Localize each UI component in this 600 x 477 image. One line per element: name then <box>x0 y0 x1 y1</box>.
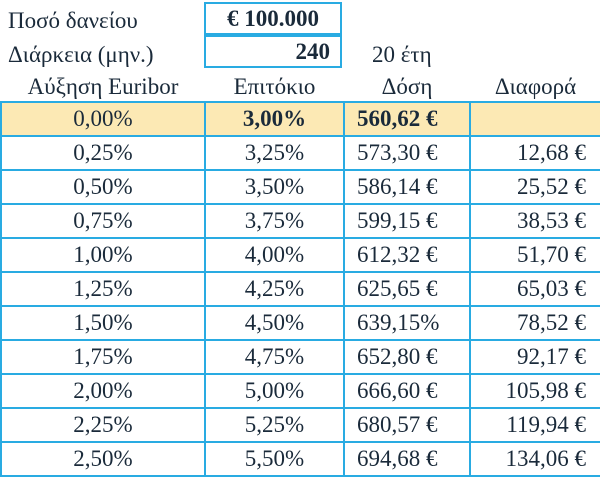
loan-duration-value: 240 <box>295 38 331 64</box>
cell-installment[interactable]: 560,62 € <box>343 101 471 137</box>
cell-installment[interactable]: 652,80 € <box>343 339 471 375</box>
cell-rate[interactable]: 3,50% <box>204 169 345 205</box>
table-row: 2,00% 5,00% 666,60 €105,98 € <box>0 373 600 409</box>
cell-euribor[interactable]: 1,75% <box>0 339 206 375</box>
cell-rate[interactable]: 3,25% <box>204 135 345 171</box>
cell-rate[interactable]: 5,50% <box>204 441 345 477</box>
cell-difference[interactable]: 38,53 € <box>469 203 600 239</box>
cell-difference[interactable]: 134,06 € <box>469 441 600 477</box>
cell-rate[interactable]: 5,00% <box>204 373 345 409</box>
cell-difference[interactable]: 25,52 € <box>469 169 600 205</box>
table-row: 0,50% 3,50% 586,14 €25,52 € <box>0 169 600 205</box>
cell-installment[interactable]: 666,60 € <box>343 373 471 409</box>
cell-installment[interactable]: 625,65 € <box>343 271 471 307</box>
table-row: 2,25% 5,25% 680,57 €119,94 € <box>0 407 600 443</box>
cell-installment[interactable]: 639,15% <box>343 305 471 341</box>
euribor-table: Αύξηση Euribor Επιτόκιο Δόση Διαφορά 0,0… <box>0 73 600 477</box>
cell-rate[interactable]: 4,25% <box>204 271 345 307</box>
cell-installment[interactable]: 573,30 € <box>343 135 471 171</box>
cell-difference[interactable]: 12,68 € <box>469 135 600 171</box>
cell-euribor[interactable]: 1,25% <box>0 271 206 307</box>
cell-difference[interactable]: 78,52 € <box>469 305 600 341</box>
cell-euribor[interactable]: 0,25% <box>0 135 206 171</box>
table-row: 1,25% 4,25% 625,65 €65,03 € <box>0 271 600 307</box>
table-row: 1,75% 4,75% 652,80 €92,17 € <box>0 339 600 375</box>
cell-installment[interactable]: 599,15 € <box>343 203 471 239</box>
table-row: 0,25% 3,25% 573,30 €12,68 € <box>0 135 600 171</box>
cell-rate[interactable]: 3,00% <box>204 101 345 137</box>
cell-difference[interactable]: 65,03 € <box>469 271 600 307</box>
table-row: 1,00% 4,00% 612,32 €51,70 € <box>0 237 600 273</box>
loan-duration-years: 20 έτη <box>372 42 432 67</box>
table-header-row: Αύξηση Euribor Επιτόκιο Δόση Διαφορά <box>1 73 600 102</box>
cell-difference[interactable]: 105,98 € <box>469 373 600 409</box>
cell-rate[interactable]: 5,25% <box>204 407 345 443</box>
cell-euribor[interactable]: 0,75% <box>0 203 206 239</box>
table-row: 1,50% 4,50% 639,15% 78,52 € <box>0 305 600 341</box>
cell-rate[interactable]: 4,75% <box>204 339 345 375</box>
cell-difference[interactable]: 51,70 € <box>469 237 600 273</box>
loan-amount-value: € 100.000 <box>227 5 319 31</box>
cell-rate[interactable]: 3,75% <box>204 203 345 239</box>
cell-euribor[interactable]: 1,50% <box>0 305 206 341</box>
header-installment: Δόση <box>381 74 433 99</box>
cell-installment[interactable]: 612,32 € <box>343 237 471 273</box>
cell-euribor[interactable]: 0,00% <box>0 101 206 137</box>
loan-amount-cell[interactable]: € 100.000 <box>204 2 342 35</box>
loan-duration-label: Διάρκεια (μην.) <box>8 42 154 67</box>
cell-euribor[interactable]: 0,50% <box>0 169 206 205</box>
cell-installment[interactable]: 694,68 € <box>343 441 471 477</box>
table-row: 0,75% 3,75% 599,15 €38,53 € <box>0 203 600 239</box>
table-row: 2,50% 5,50% 694,68 €134,06 € <box>0 441 600 477</box>
cell-rate[interactable]: 4,00% <box>204 237 345 273</box>
loan-amount-label: Ποσό δανείου <box>8 8 138 33</box>
header-difference: Διαφορά <box>494 74 577 99</box>
cell-euribor[interactable]: 1,00% <box>0 237 206 273</box>
cell-rate[interactable]: 4,50% <box>204 305 345 341</box>
cell-euribor[interactable]: 2,50% <box>0 441 206 477</box>
loan-duration-cell[interactable]: 240 <box>204 35 342 68</box>
cell-difference[interactable]: 119,94 € <box>469 407 600 443</box>
cell-euribor[interactable]: 2,25% <box>0 407 206 443</box>
cell-euribor[interactable]: 2,00% <box>0 373 206 409</box>
cell-installment[interactable]: 680,57 € <box>343 407 471 443</box>
cell-installment[interactable]: 586,14 € <box>343 169 471 205</box>
table-row-base: 0,00% 3,00% 560,62 € <box>0 101 600 137</box>
cell-difference[interactable] <box>469 101 600 137</box>
header-interest-rate: Επιτόκιο <box>233 74 316 99</box>
cell-difference[interactable]: 92,17 € <box>469 339 600 375</box>
header-euribor-increase: Αύξηση Euribor <box>27 74 179 99</box>
